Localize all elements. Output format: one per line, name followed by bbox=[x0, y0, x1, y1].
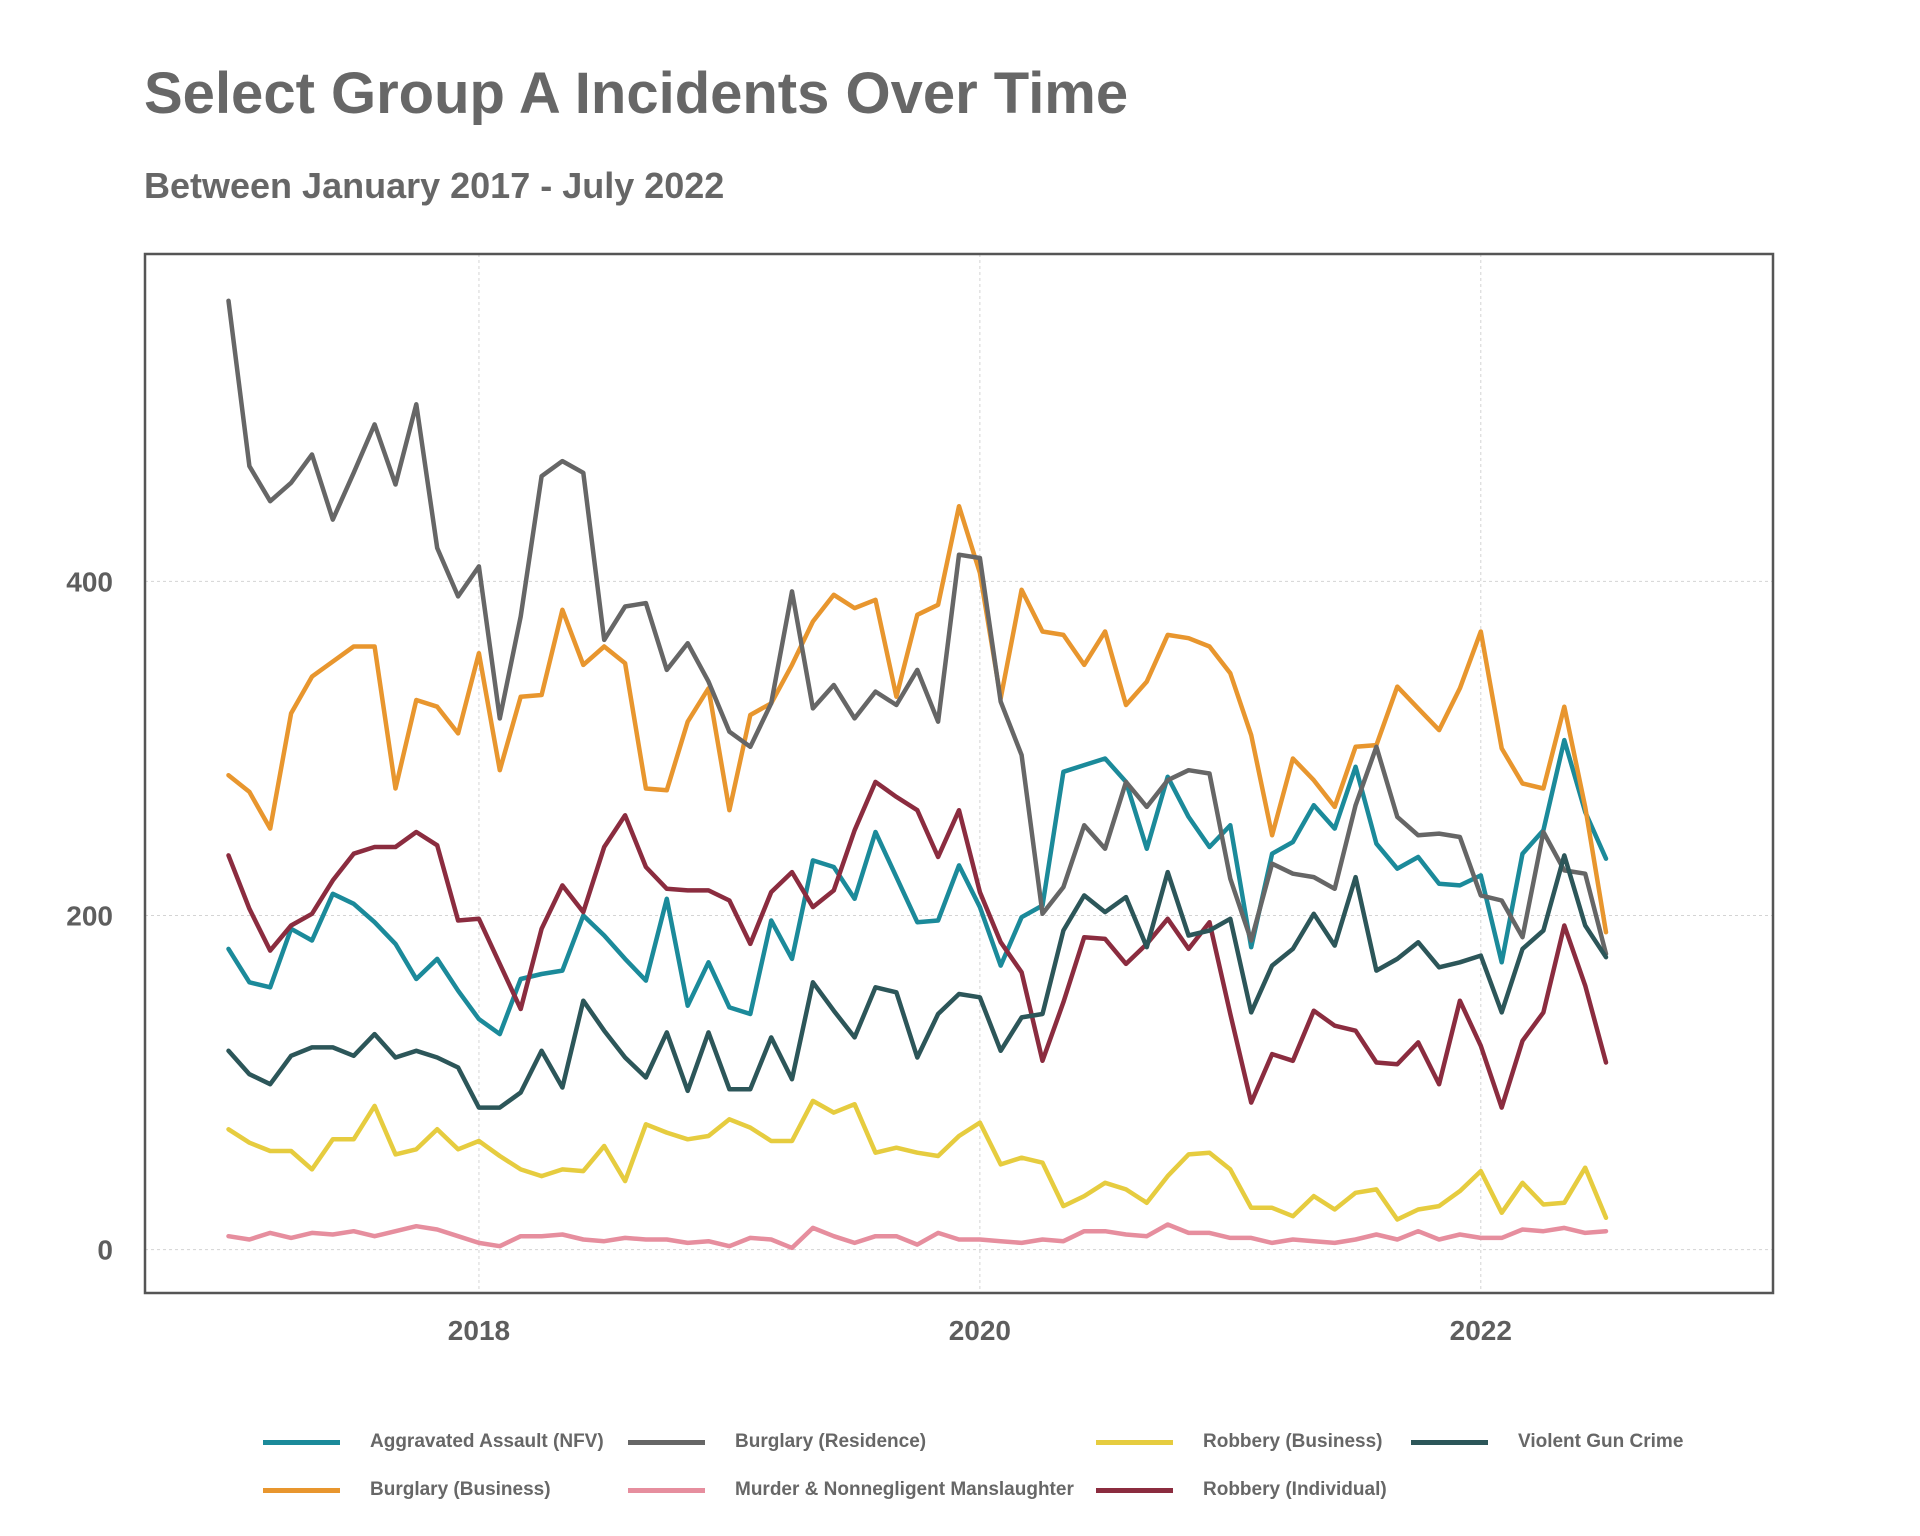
chart-subtitle: Between January 2017 - July 2022 bbox=[144, 165, 725, 206]
series-lines bbox=[226, 298, 1609, 1251]
series-line-6 bbox=[226, 853, 1609, 1110]
plot-frame bbox=[143, 252, 1775, 1295]
x-tick-label: 2018 bbox=[448, 1315, 510, 1346]
x-tick-label: 2020 bbox=[949, 1315, 1011, 1346]
y-tick-label: 200 bbox=[66, 900, 113, 931]
chart-title: Select Group A Incidents Over Time bbox=[144, 61, 1129, 126]
y-tick-label: 400 bbox=[66, 566, 113, 597]
series-line-2 bbox=[226, 298, 1609, 957]
y-axis-ticks: 0 200 400 bbox=[66, 566, 113, 1265]
series-line-3 bbox=[226, 1222, 1609, 1251]
x-axis-ticks: 2018 2020 2022 bbox=[448, 1315, 1512, 1346]
series-line-5 bbox=[226, 779, 1609, 1110]
series-line-4 bbox=[226, 1098, 1609, 1222]
series-line-0 bbox=[226, 737, 1609, 1037]
y-tick-label: 0 bbox=[97, 1235, 113, 1266]
x-tick-label: 2022 bbox=[1450, 1315, 1512, 1346]
grid-lines bbox=[145, 254, 1773, 1293]
